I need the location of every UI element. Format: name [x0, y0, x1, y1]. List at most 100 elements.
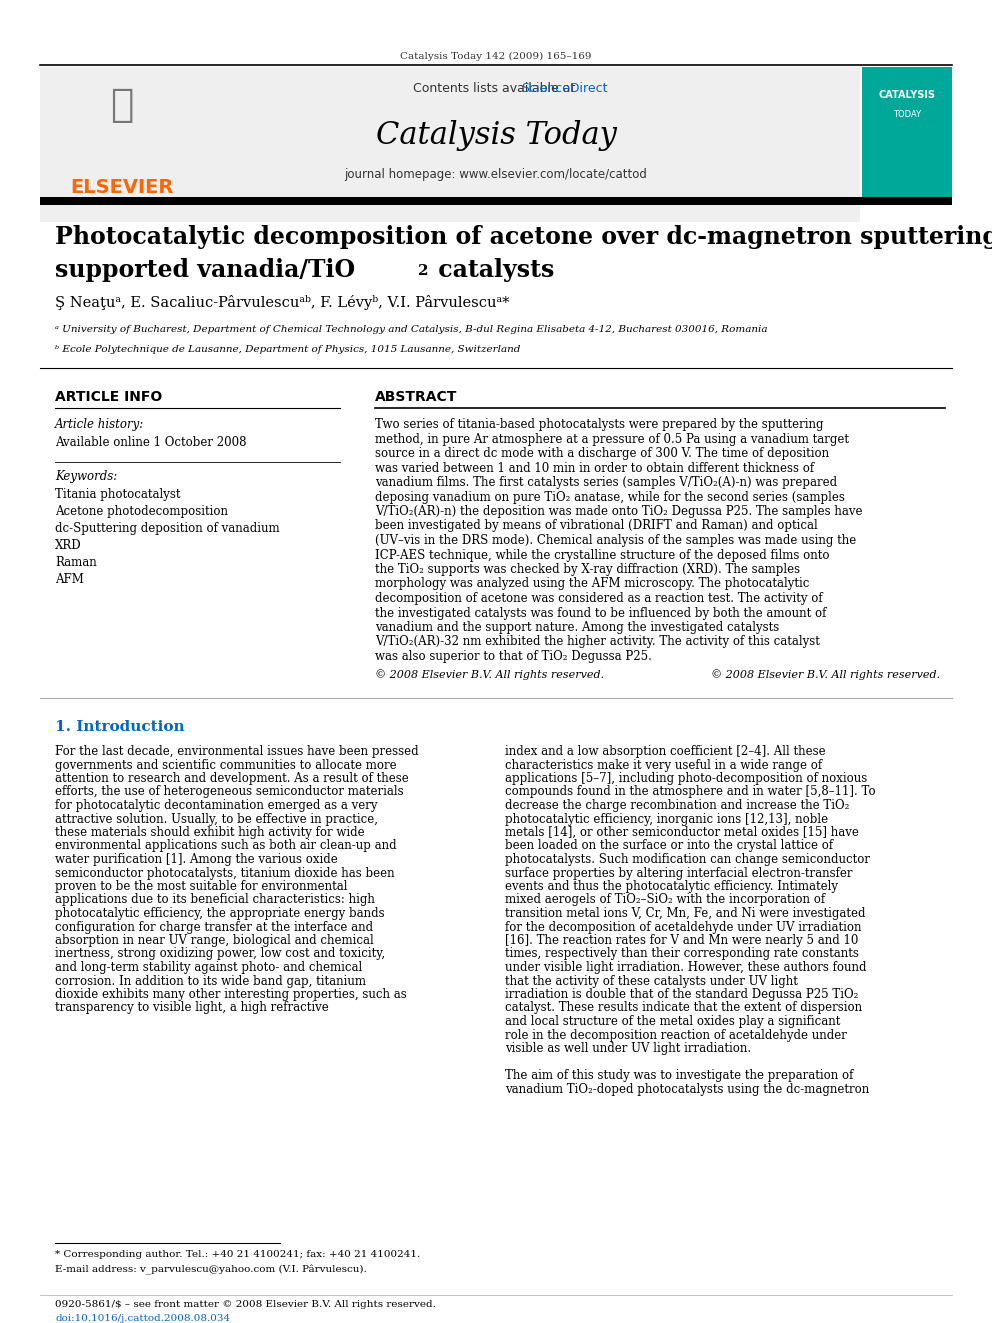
Text: ᵃ University of Bucharest, Department of Chemical Technology and Catalysis, B-du: ᵃ University of Bucharest, Department of…	[55, 325, 768, 333]
Text: © 2008 Elsevier B.V. All rights reserved.: © 2008 Elsevier B.V. All rights reserved…	[711, 669, 940, 680]
Text: V/TiO₂(AR)-n) the deposition was made onto TiO₂ Degussa P25. The samples have: V/TiO₂(AR)-n) the deposition was made on…	[375, 505, 862, 519]
Text: TODAY: TODAY	[893, 110, 921, 119]
Text: visible as well under UV light irradiation.: visible as well under UV light irradiati…	[505, 1043, 751, 1054]
Text: morphology was analyzed using the AFM microscopy. The photocatalytic: morphology was analyzed using the AFM mi…	[375, 578, 809, 590]
Text: attractive solution. Usually, to be effective in practice,: attractive solution. Usually, to be effe…	[55, 812, 378, 826]
Text: ICP-AES technique, while the crystalline structure of the deposed films onto: ICP-AES technique, while the crystalline…	[375, 549, 829, 561]
Text: ARTICLE INFO: ARTICLE INFO	[55, 390, 163, 404]
Text: applications [5–7], including photo-decomposition of noxious: applications [5–7], including photo-deco…	[505, 773, 867, 785]
Text: water purification [1]. Among the various oxide: water purification [1]. Among the variou…	[55, 853, 337, 867]
Text: Raman: Raman	[55, 556, 97, 569]
Text: events and thus the photocatalytic efficiency. Intimately: events and thus the photocatalytic effic…	[505, 880, 838, 893]
Text: governments and scientific communities to allocate more: governments and scientific communities t…	[55, 758, 397, 771]
Text: proven to be the most suitable for environmental: proven to be the most suitable for envir…	[55, 880, 347, 893]
Text: vanadium films. The first catalysts series (samples V/TiO₂(A)-n) was prepared: vanadium films. The first catalysts seri…	[375, 476, 837, 490]
Text: Titania photocatalyst: Titania photocatalyst	[55, 488, 181, 501]
Text: photocatalytic efficiency, the appropriate energy bands: photocatalytic efficiency, the appropria…	[55, 908, 385, 919]
Text: V/TiO₂(AR)-32 nm exhibited the higher activity. The activity of this catalyst: V/TiO₂(AR)-32 nm exhibited the higher ac…	[375, 635, 819, 648]
Text: Available online 1 October 2008: Available online 1 October 2008	[55, 437, 246, 448]
Text: compounds found in the atmosphere and in water [5,8–11]. To: compounds found in the atmosphere and in…	[505, 786, 876, 799]
Text: ScienceDirect: ScienceDirect	[521, 82, 607, 95]
Text: attention to research and development. As a result of these: attention to research and development. A…	[55, 773, 409, 785]
Text: AFM: AFM	[55, 573, 84, 586]
Text: efforts, the use of heterogeneous semiconductor materials: efforts, the use of heterogeneous semico…	[55, 786, 404, 799]
Text: XRD: XRD	[55, 538, 81, 552]
Text: irradiation is double that of the standard Degussa P25 TiO₂: irradiation is double that of the standa…	[505, 988, 858, 1002]
Text: dioxide exhibits many other interesting properties, such as: dioxide exhibits many other interesting …	[55, 988, 407, 1002]
Text: index and a low absorption coefficient [2–4]. All these: index and a low absorption coefficient […	[505, 745, 825, 758]
Text: Catalysis Today: Catalysis Today	[376, 120, 616, 151]
Text: * Corresponding author. Tel.: +40 21 4100241; fax: +40 21 4100241.: * Corresponding author. Tel.: +40 21 410…	[55, 1250, 421, 1259]
Text: transition metal ions V, Cr, Mn, Fe, and Ni were investigated: transition metal ions V, Cr, Mn, Fe, and…	[505, 908, 865, 919]
Text: for photocatalytic decontamination emerged as a very: for photocatalytic decontamination emerg…	[55, 799, 378, 812]
Text: role in the decomposition reaction of acetaldehyde under: role in the decomposition reaction of ac…	[505, 1028, 847, 1041]
Text: CATALYSIS: CATALYSIS	[879, 90, 935, 101]
Text: method, in pure Ar atmosphere at a pressure of 0.5 Pa using a vanadium target: method, in pure Ar atmosphere at a press…	[375, 433, 849, 446]
Text: applications due to its beneficial characteristics: high: applications due to its beneficial chara…	[55, 893, 375, 906]
Text: catalyst. These results indicate that the extent of dispersion: catalyst. These results indicate that th…	[505, 1002, 862, 1015]
Text: Article history:: Article history:	[55, 418, 144, 431]
Text: transparency to visible light, a high refractive: transparency to visible light, a high re…	[55, 1002, 328, 1015]
Text: journal homepage: www.elsevier.com/locate/cattod: journal homepage: www.elsevier.com/locat…	[344, 168, 648, 181]
Text: vanadium TiO₂-doped photocatalysts using the dc-magnetron: vanadium TiO₂-doped photocatalysts using…	[505, 1082, 869, 1095]
Text: under visible light irradiation. However, these authors found: under visible light irradiation. However…	[505, 960, 866, 974]
Text: ᵇ Ecole Polytechnique de Lausanne, Department of Physics, 1015 Lausanne, Switzer: ᵇ Ecole Polytechnique de Lausanne, Depar…	[55, 345, 521, 355]
Text: for the decomposition of acetaldehyde under UV irradiation: for the decomposition of acetaldehyde un…	[505, 921, 861, 934]
Text: photocatalytic efficiency, inorganic ions [12,13], noble: photocatalytic efficiency, inorganic ion…	[505, 812, 828, 826]
Text: absorption in near UV range, biological and chemical: absorption in near UV range, biological …	[55, 934, 374, 947]
Text: 1. Introduction: 1. Introduction	[55, 720, 185, 734]
Text: inertness, strong oxidizing power, low cost and toxicity,: inertness, strong oxidizing power, low c…	[55, 947, 385, 960]
Bar	[40, 67, 860, 222]
Text: ABSTRACT: ABSTRACT	[375, 390, 457, 404]
Text: decomposition of acetone was considered as a reaction test. The activity of: decomposition of acetone was considered …	[375, 591, 822, 605]
Bar	[40, 67, 205, 194]
Text: Acetone photodecomposition: Acetone photodecomposition	[55, 505, 228, 519]
Text: characteristics make it very useful in a wide range of: characteristics make it very useful in a…	[505, 758, 822, 771]
Text: (UV–vis in the DRS mode). Chemical analysis of the samples was made using the: (UV–vis in the DRS mode). Chemical analy…	[375, 534, 856, 546]
Text: times, respectively than their corresponding rate constants: times, respectively than their correspon…	[505, 947, 859, 960]
Text: been investigated by means of vibrational (DRIFT and Raman) and optical: been investigated by means of vibrationa…	[375, 520, 817, 532]
Text: environmental applications such as both air clean-up and: environmental applications such as both …	[55, 840, 397, 852]
Text: photocatalysts. Such modification can change semiconductor: photocatalysts. Such modification can ch…	[505, 853, 870, 867]
Text: semiconductor photocatalysts, titanium dioxide has been: semiconductor photocatalysts, titanium d…	[55, 867, 395, 880]
Text: deposing vanadium on pure TiO₂ anatase, while for the second series (samples: deposing vanadium on pure TiO₂ anatase, …	[375, 491, 845, 504]
Text: was varied between 1 and 10 min in order to obtain different thickness of: was varied between 1 and 10 min in order…	[375, 462, 814, 475]
Bar	[40, 197, 952, 205]
Text: the TiO₂ supports was checked by X-ray diffraction (XRD). The samples: the TiO₂ supports was checked by X-ray d…	[375, 564, 801, 576]
Text: Two series of titania-based photocatalysts were prepared by the sputtering: Two series of titania-based photocatalys…	[375, 418, 823, 431]
Text: metals [14], or other semiconductor metal oxides [15] have: metals [14], or other semiconductor meta…	[505, 826, 859, 839]
Text: these materials should exhibit high activity for wide: these materials should exhibit high acti…	[55, 826, 365, 839]
Text: [16]. The reaction rates for V and Mn were nearly 5 and 10: [16]. The reaction rates for V and Mn we…	[505, 934, 858, 947]
Text: dc-Sputtering deposition of vanadium: dc-Sputtering deposition of vanadium	[55, 523, 280, 534]
Text: catalysts: catalysts	[430, 258, 555, 282]
Text: ELSEVIER: ELSEVIER	[70, 179, 174, 197]
Text: configuration for charge transfer at the interface and: configuration for charge transfer at the…	[55, 921, 373, 934]
Text: For the last decade, environmental issues have been pressed: For the last decade, environmental issue…	[55, 745, 419, 758]
Text: source in a direct dc mode with a discharge of 300 V. The time of deposition: source in a direct dc mode with a discha…	[375, 447, 829, 460]
Text: Ş Neaţuᵃ, E. Sacaliuc-Pârvulescuᵃᵇ, F. Lévyᵇ, V.I. Pârvulescuᵃ*: Ş Neaţuᵃ, E. Sacaliuc-Pârvulescuᵃᵇ, F. L…	[55, 295, 510, 310]
Text: 🌳: 🌳	[110, 86, 134, 124]
Text: The aim of this study was to investigate the preparation of: The aim of this study was to investigate…	[505, 1069, 853, 1082]
Text: surface properties by altering interfacial electron-transfer: surface properties by altering interfaci…	[505, 867, 852, 880]
Bar	[862, 67, 952, 197]
Text: Catalysis Today 142 (2009) 165–169: Catalysis Today 142 (2009) 165–169	[400, 52, 592, 61]
Text: supported vanadia/TiO: supported vanadia/TiO	[55, 258, 355, 282]
Text: that the activity of these catalysts under UV light: that the activity of these catalysts und…	[505, 975, 798, 987]
Text: was also superior to that of TiO₂ Degussa P25.: was also superior to that of TiO₂ Deguss…	[375, 650, 652, 663]
Text: Keywords:: Keywords:	[55, 470, 117, 483]
Text: 0920-5861/$ – see front matter © 2008 Elsevier B.V. All rights reserved.: 0920-5861/$ – see front matter © 2008 El…	[55, 1301, 435, 1308]
Text: the investigated catalysts was found to be influenced by both the amount of: the investigated catalysts was found to …	[375, 606, 826, 619]
Text: and local structure of the metal oxides play a significant: and local structure of the metal oxides …	[505, 1015, 840, 1028]
Text: corrosion. In addition to its wide band gap, titanium: corrosion. In addition to its wide band …	[55, 975, 366, 987]
Text: Photocatalytic decomposition of acetone over dc-magnetron sputtering: Photocatalytic decomposition of acetone …	[55, 225, 992, 249]
Text: 2: 2	[418, 265, 429, 278]
Text: vanadium and the support nature. Among the investigated catalysts: vanadium and the support nature. Among t…	[375, 620, 780, 634]
Text: E-mail address: v_parvulescu@yahoo.com (V.I. Pârvulescu).: E-mail address: v_parvulescu@yahoo.com (…	[55, 1265, 367, 1275]
Text: mixed aerogels of TiO₂–SiO₂ with the incorporation of: mixed aerogels of TiO₂–SiO₂ with the inc…	[505, 893, 825, 906]
Text: doi:10.1016/j.cattod.2008.08.034: doi:10.1016/j.cattod.2008.08.034	[55, 1314, 230, 1323]
Text: © 2008 Elsevier B.V. All rights reserved.: © 2008 Elsevier B.V. All rights reserved…	[375, 669, 604, 680]
Text: been loaded on the surface or into the crystal lattice of: been loaded on the surface or into the c…	[505, 840, 833, 852]
Text: decrease the charge recombination and increase the TiO₂: decrease the charge recombination and in…	[505, 799, 849, 812]
Text: Contents lists available at: Contents lists available at	[413, 82, 579, 95]
Text: and long-term stability against photo- and chemical: and long-term stability against photo- a…	[55, 960, 362, 974]
